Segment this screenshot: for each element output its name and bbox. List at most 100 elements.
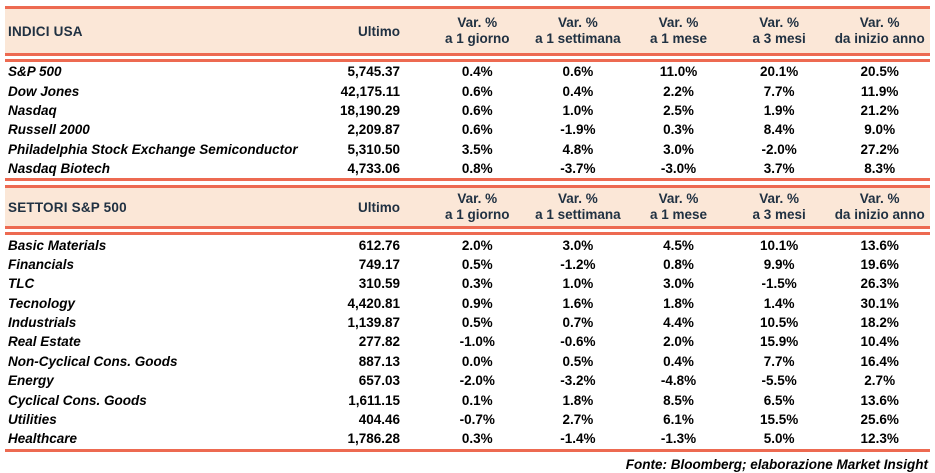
settori-sp500-header-row: SETTORI S&P 500 Ultimo Var. % a 1 giorno… xyxy=(5,185,930,236)
var-value: 21.2% xyxy=(860,102,899,118)
var-value: -1.3% xyxy=(660,431,697,447)
row-label: Cyclical Cons. Goods xyxy=(8,392,147,408)
var-value: 8.5% xyxy=(663,392,694,408)
ultimo-value: 1,139.87 xyxy=(347,315,400,331)
table-row: Dow Jones 42,175.11 0.6% 0.4% 2.2% 7.7% 11.9% xyxy=(5,81,930,100)
var-value: 20.1% xyxy=(759,64,799,80)
var-value: 0.5% xyxy=(562,353,594,369)
table-row: TLC 310.59 0.3% 1.0% 3.0% -1.5% 26.3% xyxy=(5,274,930,293)
var-value: 0.6% xyxy=(461,102,493,118)
table-row: Basic Materials 612.76 2.0% 3.0% 4.5% 10.1% 13… xyxy=(5,235,930,254)
var-value: 1.4% xyxy=(763,295,795,311)
var-period-label: a 1 mese xyxy=(649,207,708,223)
var-value: 0.6% xyxy=(461,83,493,99)
ultimo-value: 1,786.28 xyxy=(347,431,400,447)
col-header-var-1-mese: Var. % a 1 mese xyxy=(628,15,729,47)
table-row: Healthcare 1,786.28 0.3% -1.4% -1.3% 5.0% 12.3… xyxy=(5,429,930,448)
var-value: 0.7% xyxy=(562,315,594,331)
var-value: -0.7% xyxy=(459,412,495,428)
var-value: 19.6% xyxy=(860,256,899,272)
var-value: 8.4% xyxy=(763,122,795,138)
var-value: 0.3% xyxy=(461,431,493,447)
var-percent-label: Var. % xyxy=(457,15,498,30)
var-value: 0.5% xyxy=(461,256,493,272)
var-value: 0.8% xyxy=(663,256,694,272)
var-value: 0.4% xyxy=(461,64,493,80)
var-value: 16.4% xyxy=(860,353,899,369)
col-header-ultimo: Ultimo xyxy=(358,23,400,39)
var-percent-label: Var. % xyxy=(557,191,598,207)
var-value: 7.7% xyxy=(763,83,795,99)
row-label: Nasdaq xyxy=(8,102,57,118)
var-value: 2.7% xyxy=(562,412,594,428)
var-value: 1.8% xyxy=(663,295,694,311)
var-value: -3.7% xyxy=(560,161,596,177)
ultimo-value: 4,733.06 xyxy=(347,161,400,177)
var-value: 2.0% xyxy=(461,237,493,253)
row-label: Non-Cyclical Cons. Goods xyxy=(8,353,178,369)
var-value: 5.0% xyxy=(763,431,795,447)
ultimo-value: 612.76 xyxy=(358,237,400,253)
var-value: 0.3% xyxy=(461,276,493,292)
var-period-label: a 1 giorno xyxy=(445,31,510,46)
var-value: 1.6% xyxy=(562,295,594,311)
var-percent-label: Var. % xyxy=(658,191,699,207)
var-value: 1.0% xyxy=(562,276,594,292)
table-row: Cyclical Cons. Goods 1,611.15 0.1% 1.8% 8.5%… xyxy=(5,390,930,409)
col-header-var-1-settimana: Var. % a 1 settimana xyxy=(528,191,629,223)
var-value: 12.3% xyxy=(860,431,899,447)
var-value: 26.3% xyxy=(860,276,899,292)
var-value: -1.0% xyxy=(459,334,495,350)
row-label: Tecnology xyxy=(8,295,76,311)
row-label: Dow Jones xyxy=(8,83,80,99)
var-value: 18.2% xyxy=(860,315,899,331)
var-value: -4.8% xyxy=(660,373,697,389)
row-label: Nasdaq Biotech xyxy=(8,161,111,177)
ultimo-value: 657.03 xyxy=(358,373,400,389)
var-value: 4.4% xyxy=(663,315,694,331)
var-percent-label: Var. % xyxy=(759,15,799,30)
ultimo-value: 42,175.11 xyxy=(340,83,400,99)
row-label: Russell 2000 xyxy=(8,122,90,138)
ultimo-value: 887.13 xyxy=(358,353,400,369)
var-period-label: a 1 giorno xyxy=(445,207,510,223)
col-header-var-1-mese: Var. % a 1 mese xyxy=(628,191,729,223)
var-value: -1.5% xyxy=(761,276,797,292)
row-label: Energy xyxy=(8,373,54,389)
table-row: Financials 749.17 0.5% -1.2% 0.8% 9.9% 19.6% xyxy=(5,255,930,274)
var-value: -0.6% xyxy=(560,334,596,350)
var-value: 2.2% xyxy=(663,83,694,99)
ultimo-value: 310.59 xyxy=(358,276,400,292)
var-value: 10.5% xyxy=(759,315,799,331)
var-period-label: a 1 settimana xyxy=(535,31,621,46)
var-value: 3.5% xyxy=(461,141,493,157)
var-value: 1.8% xyxy=(562,392,594,408)
var-value: 6.5% xyxy=(763,392,795,408)
var-percent-label: Var. % xyxy=(759,191,799,207)
row-label: Healthcare xyxy=(8,431,78,447)
ultimo-value: 5,745.37 xyxy=(347,64,400,80)
table-row: Utilities 404.46 -0.7% 2.7% 6.1% 15.5% 25.6% xyxy=(5,410,930,429)
ultimo-value: 2,209.87 xyxy=(347,122,400,138)
var-value: -1.4% xyxy=(560,431,596,447)
var-percent-label: Var. % xyxy=(658,15,699,30)
table-row: Russell 2000 2,209.87 0.6% -1.9% 0.3% 8.4% 9.0… xyxy=(5,120,930,139)
var-value: 0.4% xyxy=(663,353,694,369)
source-note: Fonte: Bloomberg; elaborazione Market In… xyxy=(625,456,928,472)
var-value: 9.0% xyxy=(864,122,896,138)
col-header-var-3-mesi: Var. % a 3 mesi xyxy=(729,191,830,223)
table-row: Tecnology 4,420.81 0.9% 1.6% 1.8% 1.4% 30.1% xyxy=(5,294,930,313)
var-value: 2.0% xyxy=(663,334,694,350)
var-period-label: a 3 mesi xyxy=(752,31,806,46)
var-value: 3.0% xyxy=(562,237,594,253)
settori-sp500-body: Basic Materials 612.76 2.0% 3.0% 4.5% 10.1% 13… xyxy=(5,235,930,452)
var-value: 0.5% xyxy=(461,315,493,331)
var-value: -3.0% xyxy=(660,161,697,177)
var-value: 4.8% xyxy=(562,141,594,157)
table-row: Energy 657.03 -2.0% -3.2% -4.8% -5.5% 2.7% xyxy=(5,371,930,390)
ultimo-value: 4,420.81 xyxy=(347,295,400,311)
var-value: 15.9% xyxy=(759,334,799,350)
var-value: 0.1% xyxy=(461,392,493,408)
indici-usa-body: S&P 500 5,745.37 0.4% 0.6% 11.0% 20.1% 20.5% Do… xyxy=(5,62,930,182)
